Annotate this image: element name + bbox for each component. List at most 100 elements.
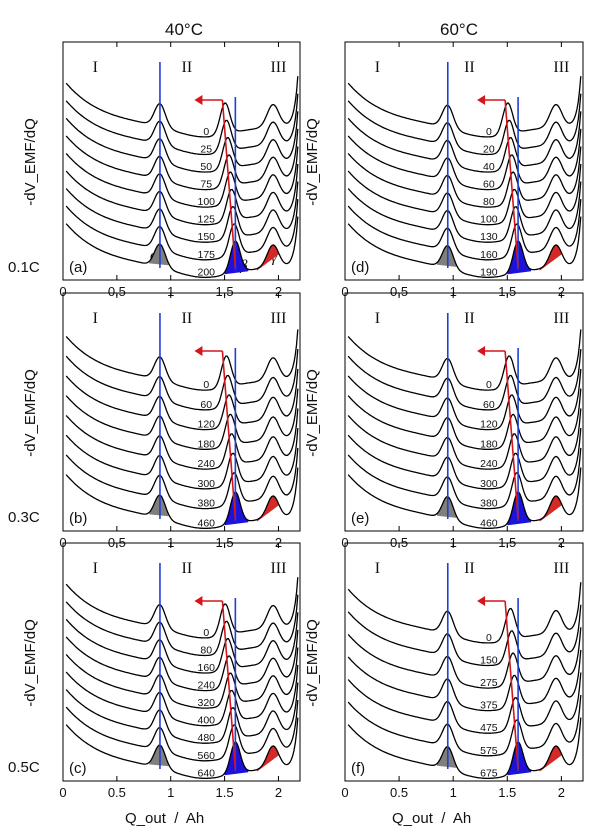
alpha-peak-area (437, 245, 457, 267)
x-tick-label: 0 (341, 785, 348, 800)
cycle-label: 575 (480, 745, 498, 757)
region-label-i: I (93, 59, 98, 76)
cycle-label: 300 (198, 478, 216, 490)
curve-line (347, 76, 582, 138)
region-label-i: I (375, 59, 380, 76)
cycle-label: 190 (480, 266, 498, 278)
y-axis-label: -dV_EMF/dQ (304, 619, 321, 707)
shift-arrow-head (477, 596, 486, 606)
cycle-label: 300 (480, 478, 498, 490)
cycle-label: 60 (200, 399, 212, 411)
panel-f: -dV_EMF/dQI II III(f)0 0.5 1 1.5 2015027537547… (304, 542, 584, 800)
panel-label: (c) (69, 760, 87, 777)
panels: -dV_EMF/dQI II III(a)0 0.5 1 1.5 2025507510012… (22, 41, 584, 800)
cycle-label: 380 (198, 498, 216, 510)
curve-line (347, 649, 582, 712)
cycle-label: 160 (480, 249, 498, 261)
cycle-label: 640 (198, 767, 216, 779)
cycle-label: 460 (480, 517, 498, 529)
cycle-label: 480 (198, 732, 216, 744)
curve-line (347, 163, 582, 226)
y-axis-label: -dV_EMF/dQ (22, 619, 39, 707)
gamma-peak-area (539, 746, 562, 772)
curve-line (347, 717, 582, 780)
panel-d: -dV_EMF/dQI II III(d)0 0.5 1 1.5 2020406080100… (304, 41, 584, 299)
curve-line (65, 700, 299, 762)
cycle-label: 125 (198, 214, 216, 226)
panel-frame (62, 542, 301, 782)
panel-label: (a) (69, 259, 87, 276)
beta-peak-area (507, 492, 532, 526)
region-label-iii: III (270, 59, 286, 76)
curve-line (65, 146, 299, 208)
curve-line (347, 329, 582, 391)
curve-line (65, 128, 299, 191)
cycle-label: 475 (480, 722, 498, 734)
alpha-peak-area (149, 244, 169, 266)
rate-label-row2: 0.3C (8, 509, 40, 526)
gamma-peak-area (256, 496, 279, 522)
curve-line (347, 128, 582, 191)
cycle-label: 200 (198, 266, 216, 278)
y-axis-label: -dV_EMF/dQ (22, 118, 39, 206)
curve-line (65, 647, 299, 709)
panel-a: -dV_EMF/dQI II III(a)0 0.5 1 1.5 2025507510012… (22, 41, 301, 299)
curve-group (347, 76, 582, 279)
shift-arrow-head (477, 95, 486, 105)
region-label-ii: II (464, 560, 475, 577)
cycle-label: 0 (486, 126, 492, 138)
panel-label: (e) (351, 510, 369, 527)
shift-arrow-head (194, 95, 203, 105)
region-label-ii: II (182, 59, 193, 76)
cycle-label: 175 (198, 249, 216, 261)
panel-c: -dV_EMF/dQI II III(c)0 0.5 1 1.5 2080160240320… (22, 542, 301, 800)
y-axis-label: -dV_EMF/dQ (304, 369, 321, 457)
region-label-ii: II (464, 59, 475, 76)
panel-label: (b) (69, 510, 87, 527)
curve-line (347, 467, 582, 530)
column-title-right: 60°C (440, 20, 478, 39)
gamma-peak-area (539, 245, 562, 271)
curve-line (65, 216, 299, 279)
curve-line (347, 672, 582, 734)
panel-label: (f) (351, 760, 365, 777)
gamma-peak-area (256, 746, 279, 772)
cycle-label: 160 (198, 662, 216, 674)
curve-line (65, 717, 299, 780)
x-tick-label: 1.5 (216, 785, 234, 800)
curve-line (347, 408, 582, 470)
curve-line (347, 181, 582, 243)
curve-line (65, 329, 299, 391)
curve-group (65, 329, 299, 530)
beta-peak-area (224, 742, 249, 776)
rate-label-row1: 0.1C (8, 259, 40, 276)
curve-line (65, 199, 299, 261)
curve-line (65, 612, 299, 674)
panel-frame (62, 41, 301, 281)
region-label-iii: III (553, 59, 569, 76)
region-label-ii: II (182, 560, 193, 577)
panel-frame (62, 292, 301, 532)
curve-line (65, 629, 299, 692)
cycle-label: 75 (200, 179, 212, 191)
cycle-label: 50 (200, 161, 212, 173)
cycle-label: 400 (198, 715, 216, 727)
curve-group (65, 577, 299, 780)
cycle-label: 675 (480, 767, 498, 779)
panel-frame (344, 41, 584, 281)
cycle-label: 180 (480, 438, 498, 450)
curve-line (65, 467, 299, 530)
x-tick-label: 2 (275, 284, 282, 299)
curve-line (347, 604, 582, 667)
panel-frame (344, 542, 584, 782)
alpha-peak-area (437, 496, 457, 518)
x-tick-label: 0 (59, 284, 66, 299)
curve-line (65, 664, 299, 727)
curve-line (347, 694, 582, 757)
cycle-label: 130 (480, 231, 498, 243)
beta-shift-line-red (504, 99, 519, 269)
curve-line (65, 408, 299, 470)
cycle-label: 25 (200, 143, 212, 155)
x-tick-label: 0 (341, 284, 348, 299)
